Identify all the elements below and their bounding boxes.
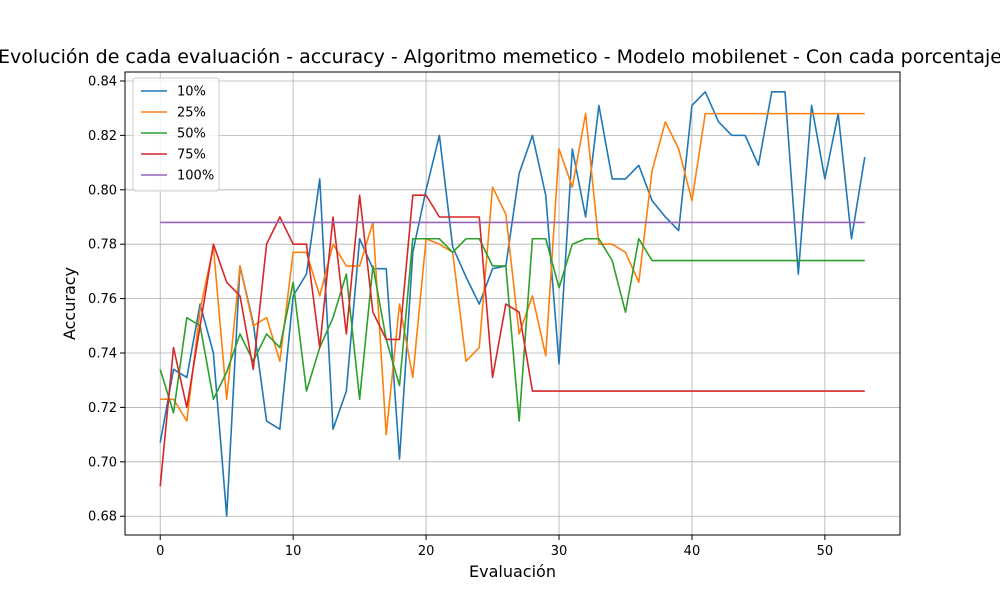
y-tick-label: 0.84 (88, 74, 117, 89)
y-tick-label: 0.70 (88, 455, 117, 470)
x-tick-label: 30 (551, 544, 568, 559)
legend-entry-label: 100% (177, 169, 214, 184)
legend-entry-label: 25% (177, 106, 206, 121)
x-axis-label: Evaluación (469, 562, 556, 581)
legend: 10% 25% 50% 75% 100% (132, 77, 220, 192)
y-tick-label: 0.68 (88, 510, 117, 525)
x-tick-label: 20 (418, 544, 435, 559)
legend-entry-label: 75% (177, 148, 206, 163)
chart-title: Evolución de cada evaluación - accuracy … (0, 46, 1000, 68)
y-tick-label: 0.78 (88, 238, 117, 253)
legend-box (132, 77, 220, 192)
legend-entry-label: 50% (177, 127, 206, 142)
series-line-50pct (159, 237, 865, 422)
grid (125, 72, 900, 535)
x-tick-label: 10 (285, 544, 302, 559)
y-tick-label: 0.80 (88, 183, 117, 198)
x-tick-label: 40 (684, 544, 701, 559)
y-tick-label: 0.76 (88, 292, 117, 307)
x-tick-label: 50 (817, 544, 834, 559)
axis-ticks: 0 10 20 30 40 50 0.68 0.70 0.72 0.74 0.76 0.78 0.80 0… (88, 74, 833, 559)
y-tick-label: 0.74 (88, 347, 117, 362)
x-tick-label: 0 (156, 544, 164, 559)
series-line-75pct (159, 194, 865, 487)
y-tick-label: 0.82 (88, 129, 117, 144)
y-tick-label: 0.72 (88, 401, 117, 416)
series-line-25pct (160, 112, 865, 436)
legend-entry-label: 10% (177, 85, 206, 100)
series-line-10pct (159, 91, 866, 518)
series-lines (159, 91, 866, 518)
plot-frame (124, 71, 901, 536)
y-axis-label: Accuracy (60, 267, 79, 340)
